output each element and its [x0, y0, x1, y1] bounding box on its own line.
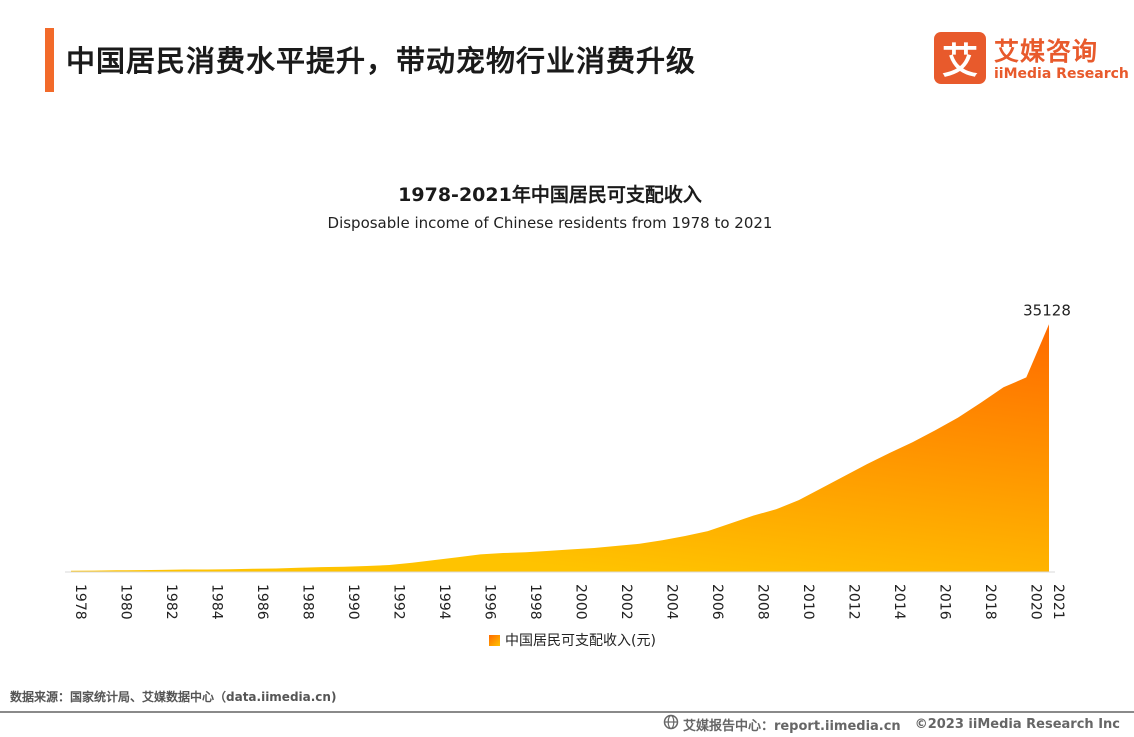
- x-tick-label: 1984: [209, 584, 225, 620]
- data-point-2013: [865, 462, 869, 466]
- data-point-2017: [956, 416, 960, 420]
- data-point-2019: [1002, 385, 1006, 389]
- data-point-1998: [524, 550, 528, 554]
- data-point-2015: [911, 440, 915, 444]
- x-tick-label: 1998: [527, 584, 543, 620]
- data-point-1999: [547, 549, 551, 553]
- globe-icon: [663, 714, 679, 734]
- data-point-1988: [296, 566, 300, 570]
- data-point-1991: [365, 564, 369, 568]
- data-point-2002: [615, 544, 619, 548]
- x-tick-label: 2020: [1027, 584, 1043, 620]
- x-tick-label: 2014: [891, 584, 907, 620]
- footer-copyright: ©2023 iiMedia Research Inc: [914, 716, 1120, 732]
- chart-legend: 中国居民可支配收入(元): [489, 630, 656, 650]
- data-point-1984: [206, 568, 210, 572]
- data-point-1992: [387, 563, 391, 567]
- x-tick-label: 2000: [572, 584, 588, 620]
- x-tick-label: 2008: [754, 584, 770, 620]
- title-accent-bar: [45, 28, 54, 92]
- data-point-2012: [842, 474, 846, 478]
- x-tick-label: 2010: [800, 584, 816, 620]
- data-point-1994: [433, 558, 437, 562]
- data-point-1985: [228, 567, 232, 571]
- data-point-2018: [979, 401, 983, 405]
- data-point-2001: [592, 546, 596, 550]
- x-tick-label: 2018: [982, 584, 998, 620]
- data-point-2000: [569, 547, 573, 551]
- data-point-2008: [751, 514, 755, 518]
- data-point-2007: [729, 521, 733, 525]
- data-point-1990: [342, 565, 346, 569]
- data-point-2010: [797, 498, 801, 502]
- x-tick-label: 1996: [481, 584, 497, 620]
- data-point-2021: [1047, 322, 1051, 326]
- footer: 艾媒报告中心：report.iimedia.cn ©2023 iiMedia R…: [663, 714, 1120, 734]
- legend-swatch: [489, 634, 500, 646]
- x-tick-label: 1994: [436, 584, 452, 620]
- data-point-2005: [683, 534, 687, 538]
- series-area-income: [71, 324, 1049, 572]
- x-tick-label: 1980: [118, 584, 134, 620]
- logo-cn-name: 艾媒咨询: [994, 37, 1099, 66]
- data-point-1997: [501, 551, 505, 555]
- x-tick-label: 2012: [845, 584, 861, 620]
- data-point-1982: [160, 568, 164, 572]
- logo-en-name: iiMedia Research: [994, 66, 1129, 82]
- chart-subtitle: Disposable income of Chinese residents f…: [327, 214, 773, 232]
- data-point-1986: [251, 567, 255, 571]
- brand-logo: 艾 艾媒咨询 iiMedia Research: [934, 32, 1129, 86]
- data-point-1989: [319, 565, 323, 569]
- footer-divider: [0, 711, 1134, 713]
- data-source-note: 数据来源：国家统计局、艾媒数据中心（data.iimedia.cn): [10, 690, 337, 704]
- data-point-2011: [820, 486, 824, 490]
- x-tick-label: 1986: [254, 584, 270, 620]
- data-point-2016: [933, 428, 937, 432]
- logo-mark: 艾: [934, 32, 986, 84]
- legend-label: 中国居民可支配收入(元): [505, 633, 656, 649]
- data-point-2014: [888, 451, 892, 455]
- page-title: 中国居民消费水平提升，带动宠物行业消费升级: [66, 44, 697, 78]
- chart-title: 1978-2021年中国居民可支配收入: [398, 184, 702, 206]
- data-point-2003: [638, 542, 642, 546]
- footer-report-center: 艾媒报告中心：report.iimedia.cn: [682, 718, 901, 734]
- x-tick-label: 1982: [163, 584, 179, 620]
- data-label-2021: 35128: [1023, 301, 1071, 319]
- x-tick-label: 1990: [345, 584, 361, 620]
- data-point-2020: [1024, 375, 1028, 379]
- data-point-2004: [660, 538, 664, 542]
- data-point-2009: [774, 507, 778, 511]
- data-point-1983: [183, 568, 187, 572]
- data-point-2006: [706, 529, 710, 533]
- x-tick-label: 2002: [618, 584, 634, 620]
- data-point-1993: [410, 561, 414, 565]
- x-tick-label: 1978: [72, 584, 88, 620]
- x-tick-label: 2016: [936, 584, 952, 620]
- x-tick-label: 2004: [663, 584, 679, 620]
- data-point-1987: [274, 567, 278, 571]
- data-point-1996: [478, 552, 482, 556]
- x-tick-label: 2021: [1050, 584, 1066, 620]
- x-tick-label: 1988: [299, 584, 315, 620]
- x-tick-label: 1992: [390, 584, 406, 620]
- x-tick-label: 2006: [709, 584, 725, 620]
- data-point-1995: [456, 555, 460, 559]
